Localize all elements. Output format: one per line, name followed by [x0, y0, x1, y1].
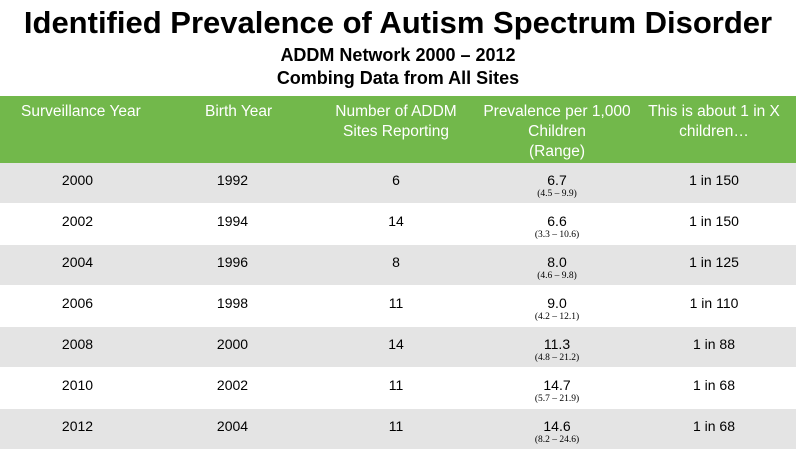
- header-ratio-line2: children…: [679, 123, 749, 140]
- prevalence-value: 9.0: [547, 295, 567, 311]
- cell-ratio: 1 in 68: [692, 418, 736, 434]
- table-row: 2006 1998 11 9.0 (4.2 – 12.1) 1 in 110: [0, 286, 796, 326]
- header-sites-line1: Number of ADDM: [335, 103, 457, 120]
- cell-ratio: 1 in 125: [689, 254, 739, 270]
- table-row: 2004 1996 8 8.0 (4.6 – 9.8) 1 in 125: [0, 245, 796, 285]
- cell-prevalence: 9.0 (4.2 – 12.1): [482, 286, 632, 326]
- cell-birth-year: 2002: [216, 377, 249, 393]
- prevalence-table: Surveillance Year Birth Year Number of A…: [0, 96, 796, 449]
- cell-sites: 6: [392, 172, 400, 188]
- table-row: 2008 2000 14 11.3 (4.8 – 21.2) 1 in 88: [0, 327, 796, 367]
- cell-prevalence: 14.6 (8.2 – 24.6): [482, 409, 632, 449]
- cell-surveillance-year: 2010: [61, 377, 94, 393]
- header-prev-line3: (Range): [529, 143, 585, 160]
- cell-surveillance-year: 2008: [61, 336, 94, 352]
- prevalence-range: (4.2 – 12.1): [534, 312, 580, 322]
- prevalence-range: (4.5 – 9.9): [537, 189, 577, 199]
- prevalence-range: (5.7 – 21.9): [534, 394, 580, 404]
- cell-birth-year: 1996: [216, 254, 249, 270]
- header-sites-reporting: Number of ADDM Sites Reporting: [310, 96, 482, 163]
- header-sites-line2: Sites Reporting: [343, 123, 449, 140]
- cell-surveillance-year: 2002: [61, 213, 94, 229]
- cell-prevalence: 14.7 (5.7 – 21.9): [482, 368, 632, 408]
- table-row: 2002 1994 14 6.6 (3.3 – 10.6) 1 in 150: [0, 204, 796, 244]
- cell-ratio: 1 in 68: [692, 377, 736, 393]
- cell-birth-year: 1992: [216, 172, 249, 188]
- prevalence-range: (4.8 – 21.2): [534, 353, 580, 363]
- cell-prevalence: 8.0 (4.6 – 9.8): [482, 245, 632, 285]
- header-birth-year: Birth Year: [205, 103, 273, 120]
- cell-birth-year: 2004: [216, 418, 249, 434]
- prevalence-range: (4.6 – 9.8): [537, 271, 577, 281]
- prevalence-value: 6.6: [547, 213, 567, 229]
- cell-prevalence: 6.7 (4.5 – 9.9): [482, 163, 632, 203]
- cell-prevalence: 11.3 (4.8 – 21.2): [482, 327, 632, 367]
- cell-ratio: 1 in 110: [689, 295, 739, 311]
- cell-sites: 11: [388, 295, 404, 311]
- cell-sites: 11: [388, 418, 404, 434]
- table-row: 2012 2004 11 14.6 (8.2 – 24.6) 1 in 68: [0, 409, 796, 449]
- header-prevalence: Prevalence per 1,000 Children (Range): [482, 96, 632, 163]
- prevalence-value: 8.0: [547, 254, 567, 270]
- prevalence-value: 14.6: [543, 418, 571, 434]
- cell-surveillance-year: 2012: [61, 418, 94, 434]
- subtitle-combining: Combing Data from All Sites: [276, 68, 520, 88]
- cell-ratio: 1 in 150: [689, 213, 739, 229]
- header-ratio-line1: This is about 1 in X: [648, 103, 780, 120]
- cell-birth-year: 1994: [216, 213, 249, 229]
- subtitle-network: ADDM Network 2000 – 2012: [280, 45, 516, 65]
- cell-surveillance-year: 2004: [61, 254, 94, 270]
- cell-sites: 14: [388, 336, 404, 352]
- cell-birth-year: 1998: [216, 295, 249, 311]
- cell-surveillance-year: 2006: [61, 295, 94, 311]
- header-surveillance-year: Surveillance Year: [21, 103, 141, 120]
- prevalence-range: (3.3 – 10.6): [534, 230, 580, 240]
- header-ratio: This is about 1 in X children…: [632, 96, 796, 163]
- prevalence-value: 14.7: [543, 377, 571, 393]
- header-prev-line2: Children: [528, 123, 586, 140]
- table-row: 2010 2002 11 14.7 (5.7 – 21.9) 1 in 68: [0, 368, 796, 408]
- cell-ratio: 1 in 88: [692, 336, 736, 352]
- table-row: 2000 1992 6 6.7 (4.5 – 9.9) 1 in 150: [0, 163, 796, 203]
- prevalence-value: 11.3: [543, 336, 571, 352]
- table-header: Surveillance Year Birth Year Number of A…: [0, 96, 796, 163]
- cell-sites: 11: [388, 377, 404, 393]
- prevalence-value: 6.7: [547, 172, 567, 188]
- cell-sites: 14: [388, 213, 404, 229]
- cell-sites: 8: [392, 254, 400, 270]
- cell-surveillance-year: 2000: [61, 172, 94, 188]
- cell-prevalence: 6.6 (3.3 – 10.6): [482, 204, 632, 244]
- cell-birth-year: 2000: [216, 336, 249, 352]
- page-title: Identified Prevalence of Autism Spectrum…: [23, 5, 773, 40]
- cell-ratio: 1 in 150: [689, 172, 739, 188]
- prevalence-range: (8.2 – 24.6): [534, 435, 580, 445]
- header-prev-line1: Prevalence per 1,000: [483, 103, 631, 120]
